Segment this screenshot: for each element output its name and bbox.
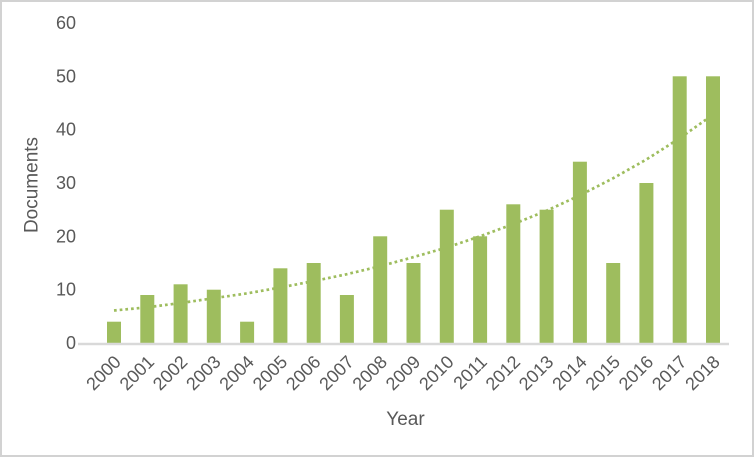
bar-2006 xyxy=(306,263,321,343)
trendline xyxy=(113,113,714,312)
y-tick-label-0: 0 xyxy=(66,333,76,353)
x-tick-label-2007: 2007 xyxy=(315,352,357,394)
x-tick-label-2002: 2002 xyxy=(149,352,191,394)
bar-2000 xyxy=(107,321,121,343)
x-tick-label-2012: 2012 xyxy=(482,352,524,394)
x-tick-label-2017: 2017 xyxy=(648,352,690,394)
bar-2005 xyxy=(273,268,288,343)
y-tick-label-30: 30 xyxy=(56,173,76,193)
bar-2011 xyxy=(473,236,488,343)
bar-2007 xyxy=(339,295,354,343)
y-tick-label-40: 40 xyxy=(56,120,76,140)
x-tick-label-2001: 2001 xyxy=(116,352,158,394)
bar-2015 xyxy=(606,263,621,343)
x-tick-label-2015: 2015 xyxy=(582,352,624,394)
bar-2017 xyxy=(672,76,687,344)
x-tick-label-2006: 2006 xyxy=(282,352,324,394)
y-tick-label-50: 50 xyxy=(56,66,76,86)
y-tick-label-60: 60 xyxy=(56,13,76,33)
bar-2008 xyxy=(373,236,388,343)
x-tick-label-2008: 2008 xyxy=(349,352,391,394)
x-tick-label-2003: 2003 xyxy=(182,352,224,394)
x-tick-label-2005: 2005 xyxy=(249,352,291,394)
bar-2016 xyxy=(639,183,654,343)
x-tick-label-2014: 2014 xyxy=(548,352,590,394)
x-tick-label-2013: 2013 xyxy=(515,352,557,394)
y-axis-title: Documents xyxy=(21,136,43,234)
x-tick-label-2016: 2016 xyxy=(615,352,657,394)
x-tick-label-2010: 2010 xyxy=(415,352,457,394)
bar-2001 xyxy=(140,295,155,343)
x-tick-label-2018: 2018 xyxy=(681,352,723,394)
bar-2014 xyxy=(572,161,587,343)
bar-2009 xyxy=(406,263,421,343)
x-tick-label-2000: 2000 xyxy=(82,352,124,394)
bar-2010 xyxy=(439,209,454,343)
x-tick-label-2011: 2011 xyxy=(449,352,491,394)
bar-2012 xyxy=(506,204,521,343)
bar-2003 xyxy=(206,289,221,343)
x-tick-label-2009: 2009 xyxy=(382,352,424,394)
x-axis-title: Year xyxy=(386,409,425,430)
y-tick-label-10: 10 xyxy=(56,280,76,300)
bar-2018 xyxy=(706,76,720,344)
x-tick-label-2004: 2004 xyxy=(215,352,257,394)
bar-2013 xyxy=(539,209,554,343)
bar-2004 xyxy=(240,321,255,343)
bar-2002 xyxy=(173,284,188,343)
y-tick-label-20: 20 xyxy=(56,226,76,246)
